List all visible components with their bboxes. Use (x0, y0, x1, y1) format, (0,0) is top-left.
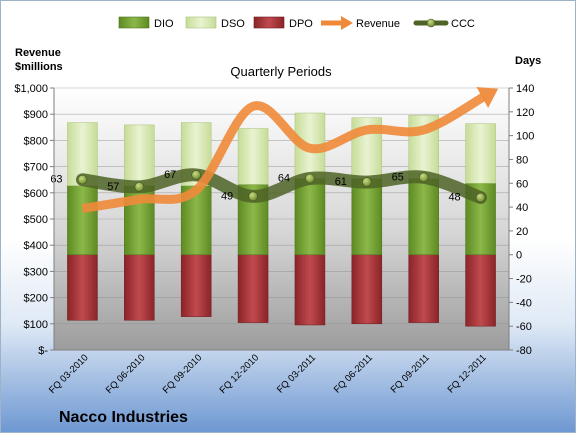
right-tick-label: -20 (516, 274, 532, 286)
dpo-bar (465, 254, 496, 327)
left-tick-label: $900 (24, 109, 48, 121)
left-tick-label: $700 (24, 162, 48, 174)
right-tick-label: 100 (516, 131, 534, 143)
dpo-bar (180, 254, 212, 317)
dpo-bar (124, 254, 155, 321)
ccc-series (75, 168, 488, 205)
legend-swatch-ccc-point (426, 18, 436, 28)
ccc-data-label: 65 (392, 171, 404, 183)
x-tick-label: FQ 03-2011 (275, 352, 318, 395)
dio-bar (408, 178, 439, 255)
left-tick-label: $- (38, 345, 48, 357)
dso-bar (465, 123, 496, 184)
ccc-point (248, 191, 258, 202)
left-tick-label: $200 (24, 293, 48, 305)
ccc-data-label: 63 (50, 174, 62, 186)
ccc-point (362, 177, 372, 187)
right-axis-label: Days (515, 55, 541, 67)
x-tick-label: FQ 03-2010 (47, 352, 91, 396)
revenue-arrowhead (476, 87, 499, 109)
right-tick-label: -80 (516, 345, 532, 357)
left-axis-label-line1: Revenue (15, 47, 61, 59)
dpo-bar (408, 254, 439, 323)
legend: DIO DSO DPO Revenue CCC (118, 16, 475, 30)
right-tick-label: -40 (516, 297, 532, 309)
right-tick-label: -60 (516, 321, 532, 333)
revenue-series (81, 87, 499, 213)
legend-label-ccc: CCC (451, 18, 475, 30)
dio-bar (294, 178, 326, 255)
right-tick-label: 60 (516, 178, 528, 190)
legend-swatch-dso (185, 16, 217, 29)
x-tick-label: FQ 09-2011 (389, 352, 432, 395)
revenue-line (81, 92, 487, 213)
dso-bar (124, 124, 155, 186)
chart-title: Quarterly Periods (230, 64, 332, 79)
ccc-point (305, 173, 315, 184)
ccc-point (134, 182, 145, 192)
legend-label-revenue: Revenue (356, 18, 400, 30)
left-tick-label: $500 (24, 214, 48, 226)
ccc-line (75, 168, 488, 205)
right-tick-label: 80 (516, 154, 528, 166)
left-tick-label: $800 (24, 135, 48, 147)
legend-swatch-dpo (253, 16, 285, 29)
dpo-bar (294, 254, 326, 326)
ccc-data-label: 64 (278, 173, 290, 185)
right-tick-label: 40 (516, 202, 528, 214)
x-tick-label: FQ 06-2011 (332, 352, 375, 395)
right-tick-label: 120 (516, 107, 534, 119)
legend-swatch-revenue-arrowhead (341, 16, 353, 30)
left-tick-label: $400 (24, 240, 48, 252)
ccc-data-label: 49 (221, 190, 233, 202)
right-tick-label: 0 (516, 250, 522, 262)
x-tick-label: FQ 12-2010 (218, 352, 262, 396)
dso-bar (237, 128, 269, 185)
ccc-data-label: 48 (448, 192, 460, 204)
left-axis-label-line2: $millions (15, 61, 63, 73)
right-tick-label: 140 (516, 83, 534, 95)
ccc-data-label: 57 (107, 181, 119, 193)
ccc-data-label: 67 (164, 169, 176, 181)
dio-bar (351, 178, 383, 255)
x-tick-label: FQ 12-2011 (446, 352, 489, 395)
legend-label-dpo: DPO (289, 18, 313, 30)
left-tick-label: $600 (24, 188, 48, 200)
legend-label-dio: DIO (154, 18, 174, 30)
ccc-point (418, 172, 429, 183)
company-name: Nacco Industries (59, 409, 188, 426)
ccc-data-label: 61 (335, 176, 347, 188)
legend-label-dso: DSO (221, 18, 245, 30)
dpo-bar (237, 254, 269, 323)
dpo-bar (67, 254, 98, 321)
left-tick-label: $300 (24, 266, 48, 278)
x-tick-label: FQ 06-2010 (104, 352, 148, 396)
ccc-point (475, 192, 486, 203)
left-tick-label: $100 (24, 319, 48, 331)
legend-swatch-dio (118, 16, 150, 29)
left-tick-label: $1,000 (14, 83, 48, 95)
ccc-data-labels: 63 57 67 49 64 61 65 48 (50, 169, 460, 204)
ccc-point (77, 174, 88, 185)
dio-bar (67, 185, 98, 255)
ccc-point (191, 170, 201, 180)
right-tick-label: 20 (516, 226, 528, 238)
dpo-bar (351, 254, 383, 325)
x-tick-label: FQ 09-2010 (161, 352, 205, 396)
